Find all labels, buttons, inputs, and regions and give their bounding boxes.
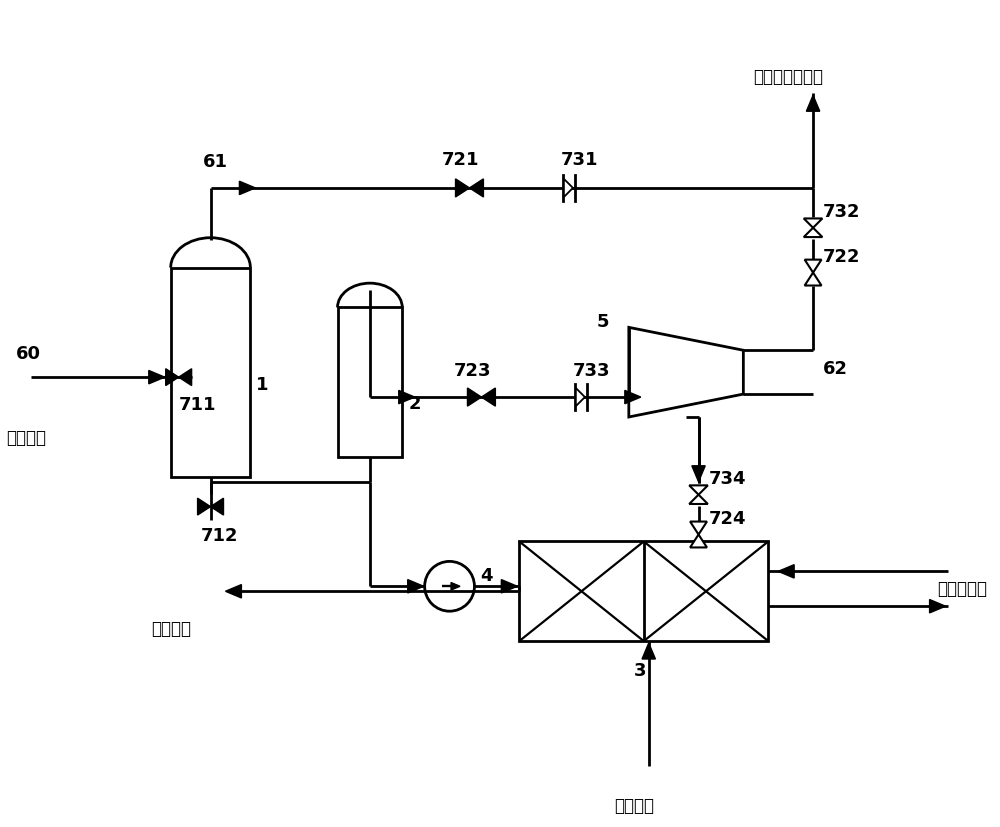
Text: 721: 721 bbox=[442, 151, 479, 169]
Polygon shape bbox=[451, 583, 460, 590]
Text: 732: 732 bbox=[823, 203, 861, 221]
Polygon shape bbox=[211, 499, 223, 515]
Text: 711: 711 bbox=[179, 395, 216, 414]
Polygon shape bbox=[399, 391, 415, 404]
Polygon shape bbox=[149, 371, 165, 385]
Polygon shape bbox=[690, 535, 707, 547]
Text: 60: 60 bbox=[16, 345, 41, 363]
Text: 循环冷却水: 循环冷却水 bbox=[938, 580, 988, 598]
Bar bbox=[338, 308, 402, 457]
Polygon shape bbox=[804, 219, 822, 228]
Text: 61: 61 bbox=[203, 153, 228, 171]
Text: 722: 722 bbox=[823, 247, 861, 265]
Text: 3: 3 bbox=[634, 661, 646, 679]
Polygon shape bbox=[692, 466, 705, 482]
Polygon shape bbox=[501, 580, 517, 593]
Text: 供给用户端使用: 供给用户端使用 bbox=[753, 69, 823, 86]
Text: 712: 712 bbox=[201, 527, 238, 545]
Text: 723: 723 bbox=[454, 361, 491, 380]
Polygon shape bbox=[467, 389, 481, 407]
Polygon shape bbox=[806, 96, 820, 112]
Polygon shape bbox=[805, 273, 821, 286]
Polygon shape bbox=[481, 389, 495, 407]
Polygon shape bbox=[690, 522, 707, 535]
Polygon shape bbox=[225, 585, 241, 598]
Text: 724: 724 bbox=[708, 509, 746, 527]
Polygon shape bbox=[576, 389, 585, 407]
Text: 低温热水: 低温热水 bbox=[614, 796, 654, 815]
Text: 1: 1 bbox=[256, 375, 269, 394]
Bar bbox=[519, 542, 768, 641]
Polygon shape bbox=[642, 643, 655, 659]
Bar bbox=[171, 268, 250, 477]
Text: 热水来源: 热水来源 bbox=[6, 428, 46, 447]
Polygon shape bbox=[778, 565, 794, 578]
Text: 热水排出: 热水排出 bbox=[151, 619, 191, 638]
Text: 62: 62 bbox=[823, 360, 848, 378]
Text: 5: 5 bbox=[597, 313, 609, 331]
Text: 4: 4 bbox=[480, 566, 493, 585]
Polygon shape bbox=[408, 580, 424, 593]
Polygon shape bbox=[804, 228, 822, 238]
Polygon shape bbox=[469, 179, 483, 198]
Polygon shape bbox=[456, 179, 469, 198]
Polygon shape bbox=[239, 182, 255, 195]
Polygon shape bbox=[625, 391, 641, 404]
Polygon shape bbox=[805, 261, 821, 273]
Polygon shape bbox=[179, 370, 192, 386]
Polygon shape bbox=[689, 485, 708, 495]
Text: 733: 733 bbox=[573, 361, 611, 380]
Polygon shape bbox=[166, 370, 179, 386]
Polygon shape bbox=[930, 600, 946, 613]
Polygon shape bbox=[689, 495, 708, 504]
Polygon shape bbox=[198, 499, 211, 515]
Text: 734: 734 bbox=[708, 469, 746, 487]
Polygon shape bbox=[564, 179, 573, 198]
Text: 2: 2 bbox=[408, 394, 421, 413]
Text: 731: 731 bbox=[561, 151, 599, 169]
